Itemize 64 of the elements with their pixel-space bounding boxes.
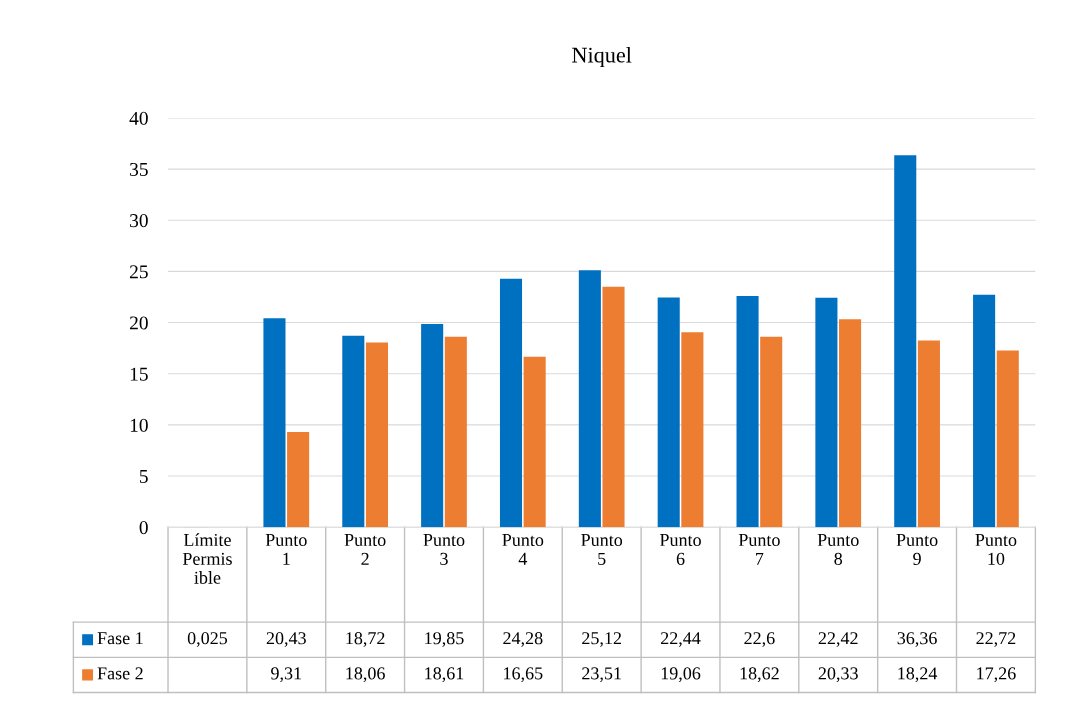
data-label: 22,44: [661, 632, 701, 647]
y-tick-label: 5: [139, 470, 148, 483]
x-tick-label: Punto 1: [265, 534, 307, 565]
data-label: 18,24: [898, 667, 938, 683]
bar: [602, 286, 625, 528]
bar: [839, 319, 862, 528]
bar: [657, 297, 680, 528]
x-tick-label: Punto 9: [896, 534, 938, 565]
y-tick-label: 30: [130, 214, 148, 228]
chart-title: Niquel: [572, 46, 632, 68]
legend-label: Fase 1: [97, 632, 143, 645]
bar: [365, 342, 388, 528]
data-label: 18,06: [346, 667, 385, 683]
x-tick-label: Punto 8: [817, 534, 859, 565]
data-label: 0,025: [187, 632, 228, 647]
data-label: 17,26: [977, 667, 1016, 683]
data-label: 16,65: [504, 667, 543, 683]
x-tick-label: Punto 5: [581, 534, 623, 565]
data-label: 23,51: [582, 667, 621, 683]
data-label: 19,85: [425, 632, 464, 647]
data-label: 20,33: [818, 667, 858, 683]
x-tick-label: Punto 6: [659, 534, 701, 565]
data-label: 24,28: [503, 632, 543, 647]
y-tick-label: 20: [129, 316, 148, 330]
x-tick-label: Punto 2: [344, 534, 386, 565]
bar: [681, 332, 704, 528]
bar: [894, 155, 917, 528]
data-label: 20,43: [266, 632, 306, 647]
x-tick-label: Punto 4: [502, 534, 544, 565]
bar: [815, 297, 838, 528]
data-label: 36,36: [897, 632, 937, 647]
bar: [736, 295, 759, 528]
bar: [421, 324, 444, 528]
bar: [578, 270, 601, 528]
x-tick-label: Límite Permisible: [182, 533, 232, 584]
bar: [760, 336, 783, 528]
data-label: 22,6: [744, 632, 775, 647]
bar: [342, 335, 365, 528]
x-tick-label: Punto 3: [423, 534, 465, 565]
data-label: 18,61: [425, 667, 464, 683]
y-tick-label: 0: [139, 521, 148, 535]
legend-label: Fase 2: [97, 667, 143, 680]
bar: [287, 431, 310, 528]
x-tick-label: Punto 10: [975, 534, 1017, 565]
data-label: 22,72: [976, 632, 1016, 647]
bar: [523, 356, 546, 528]
data-label: 18,72: [346, 632, 385, 647]
data-label: 9,31: [271, 667, 301, 683]
data-label: 25,12: [582, 632, 621, 647]
bar: [444, 336, 467, 528]
data-label: 22,42: [818, 632, 858, 647]
y-tick-label: 10: [130, 418, 148, 432]
bar: [917, 340, 940, 528]
data-label: 18,62: [740, 667, 779, 683]
data-label: 19,06: [661, 667, 701, 683]
bar: [973, 294, 996, 528]
bar: [263, 318, 286, 528]
y-tick-label: 35: [130, 162, 148, 177]
y-tick-label: 25: [129, 265, 148, 279]
y-tick-label: 15: [130, 367, 148, 381]
x-tick-label: Punto 7: [738, 534, 780, 565]
y-tick-label: 40: [129, 111, 148, 125]
bar: [996, 350, 1019, 528]
bar: [499, 278, 523, 528]
